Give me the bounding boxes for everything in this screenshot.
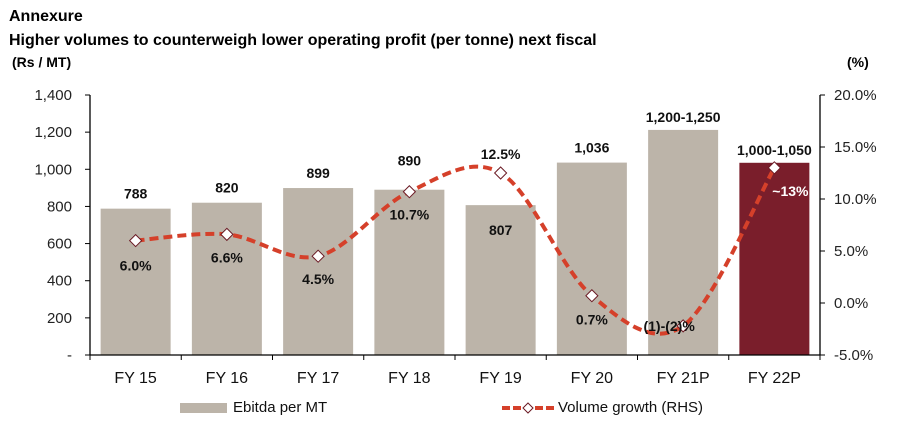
bar-series [100,129,810,355]
legend-item-ebitda: Ebitda per MT [180,399,327,416]
category-label: FY 17 [297,370,340,387]
line-series [128,161,782,336]
legend-label-ebitda: Ebitda per MT [233,399,328,416]
volume-marker-4 [402,185,417,199]
bar-6 [556,162,627,355]
category-label: FY 16 [206,370,249,387]
line-value-label: 10.7% [390,207,430,223]
bar-value-label: 890 [398,153,422,169]
line-value-label: ~13% [772,183,809,199]
bar-value-label: 1,200-1,250 [646,109,721,125]
left-tick-label: 1,400 [34,87,72,104]
left-tick-label: 400 [47,273,72,290]
bar-3 [283,188,354,355]
legend-item-volume: Volume growth (RHS) [500,399,703,416]
bar-value-label: 820 [215,180,239,196]
bar-8 [739,162,810,355]
volume-marker-2 [220,227,234,242]
bar-value-label: 1,000-1,050 [737,142,812,158]
right-tick-label: -5.0% [834,347,873,364]
bar-value-label: 1,036 [574,140,609,156]
category-label: FY 21P [657,370,710,387]
bar-5 [465,205,536,355]
volume-marker-8 [767,161,782,175]
bar-value-label: 899 [306,165,330,181]
volume-marker-6 [585,289,599,303]
category-label: FY 22P [748,370,801,387]
right-tick-label: 0.0% [834,295,868,312]
line-value-label: 12.5% [481,146,521,162]
line-value-label: 0.7% [576,312,608,328]
volume-marker-1 [128,233,143,248]
bar-value-label: 807 [489,222,513,238]
right-tick-label: 15.0% [834,139,877,156]
right-axis-unit: (%) [847,54,869,70]
legend-swatch-bar [180,402,227,413]
bar-2 [191,202,262,355]
right-tick-label: 20.0% [834,87,877,104]
chart-title: Higher volumes to counterweigh lower ope… [9,32,597,49]
bar-1 [100,208,171,355]
line-value-label: 4.5% [302,271,334,287]
category-label: FY 15 [114,370,157,387]
volume-growth-line [135,164,777,336]
bar-4 [374,189,445,355]
category-label: FY 20 [571,370,614,387]
left-tick-label: 600 [47,236,72,253]
volume-marker-5 [493,166,508,180]
line-value-label: 6.6% [211,249,243,265]
left-tick-label: 1,000 [34,161,72,178]
section-heading: Annexure [9,8,83,25]
category-label: FY 19 [479,370,522,387]
right-tick-label: 10.0% [834,191,877,208]
volume-marker-7 [676,319,690,333]
line-value-label: (1)-(2)% [643,318,695,334]
data-labels: 788 820 899 890 807 1,036 1,200-1,250 1,000-1,0… [120,109,812,334]
left-tick-label: 200 [47,310,72,327]
legend-swatch-line [502,401,554,414]
axes: - 200 400 600 800 1,000 1,200 1,400 -5.0% 0.0% 5.0… [34,87,876,387]
bar-7 [648,129,719,355]
left-tick-label: - [67,347,72,364]
volume-marker-3 [311,249,325,263]
left-tick-label: 1,200 [34,124,72,141]
line-value-label: 6.0% [120,258,152,274]
legend-label-volume: Volume growth (RHS) [558,399,704,416]
bar-value-label: 788 [124,186,148,202]
left-axis-unit: (Rs / MT) [12,54,72,70]
left-tick-label: 800 [47,198,72,215]
category-label: FY 18 [388,370,431,387]
right-tick-label: 5.0% [834,243,868,260]
